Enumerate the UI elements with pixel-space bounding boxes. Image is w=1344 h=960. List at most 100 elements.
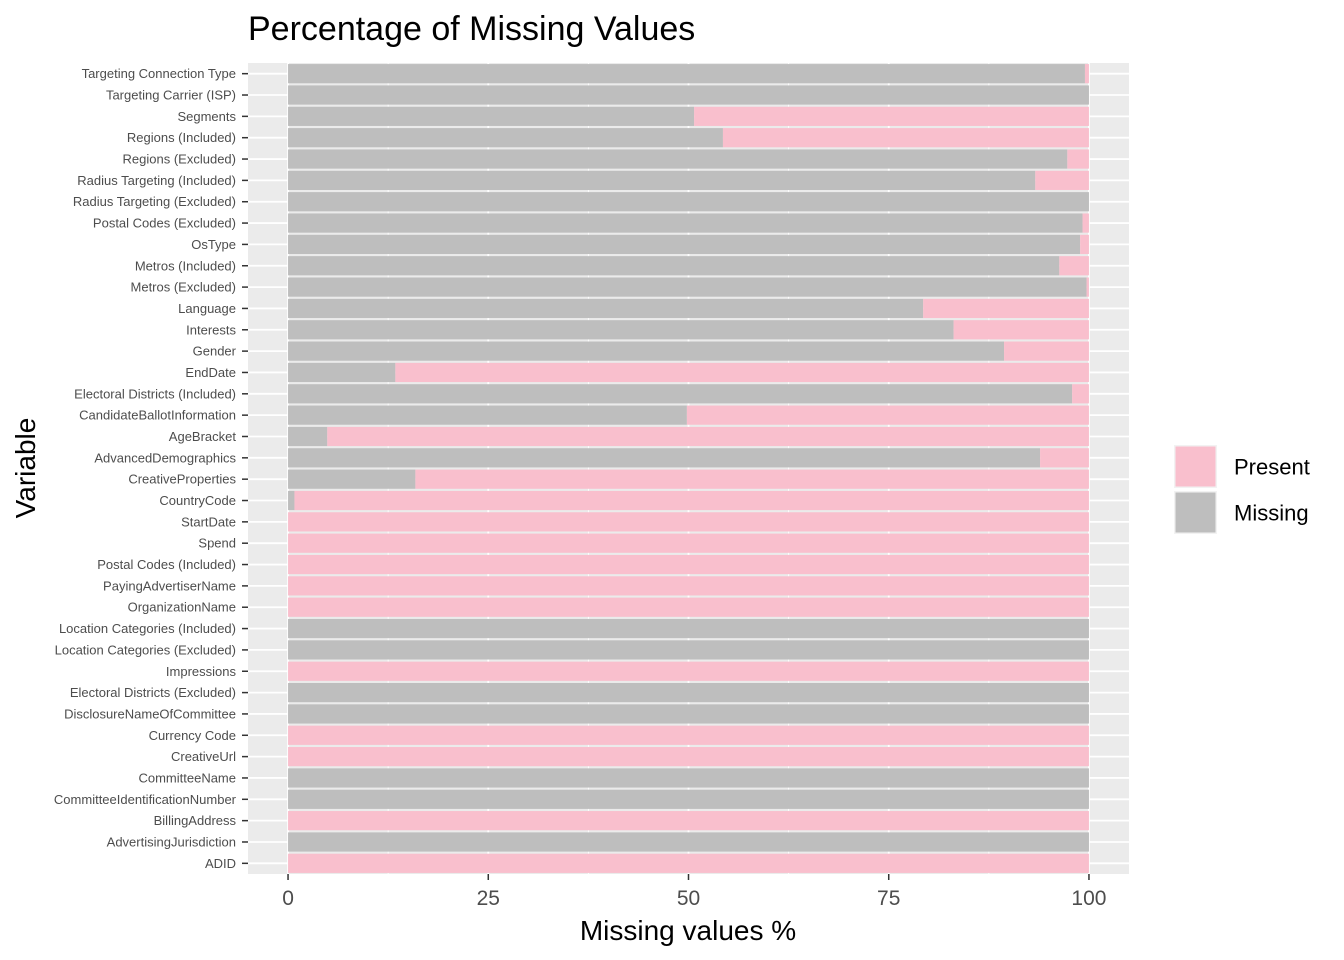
- y-tick-label: CreativeUrl: [171, 749, 236, 764]
- y-tick-label: StartDate: [181, 514, 236, 529]
- y-tick-label: Spend: [198, 536, 236, 551]
- bar-present: [694, 106, 1089, 126]
- bar-missing: [288, 85, 1089, 105]
- y-tick-label: Electoral Districts (Included): [74, 386, 236, 401]
- bar-present: [288, 576, 1089, 596]
- bar-missing: [288, 832, 1089, 852]
- y-tick-label: Location Categories (Included): [59, 621, 236, 636]
- bar-present: [1067, 149, 1089, 169]
- y-tick-label: PayingAdvertiserName: [103, 578, 236, 593]
- bar-present: [294, 490, 1089, 511]
- y-tick-label: Currency Code: [149, 728, 236, 743]
- bar-missing: [288, 426, 328, 447]
- y-tick-label: CommitteeName: [138, 770, 236, 785]
- legend: Present Missing: [1174, 445, 1310, 534]
- x-tick-label: 100: [1071, 887, 1106, 910]
- bar-missing: [288, 704, 1089, 724]
- bar-missing: [288, 618, 1089, 639]
- legend-swatch-present: [1175, 446, 1216, 487]
- x-tick-label: 75: [877, 887, 900, 910]
- bar-present: [1059, 256, 1089, 276]
- bar-present: [288, 725, 1089, 745]
- y-tick-label: OsType: [191, 237, 236, 252]
- bar-missing: [288, 405, 687, 425]
- y-tick-label: Metros (Included): [135, 258, 236, 273]
- bar-present: [288, 747, 1089, 767]
- bar-present: [686, 405, 1089, 425]
- bar-missing: [288, 192, 1089, 212]
- y-tick-label: Postal Codes (Included): [97, 557, 236, 572]
- x-tick-label: 50: [677, 887, 700, 910]
- chart-title: Percentage of Missing Values: [248, 10, 695, 48]
- y-tick-label: CandidateBallotInformation: [79, 408, 236, 423]
- y-tick-label: Metros (Excluded): [131, 280, 236, 295]
- y-tick-label: Postal Codes (Excluded): [93, 216, 236, 231]
- y-tick-label: AgeBracket: [169, 429, 237, 444]
- y-tick-label: OrganizationName: [128, 600, 236, 615]
- y-tick-label: AdvertisingJurisdiction: [107, 834, 236, 849]
- bar-present: [327, 426, 1089, 447]
- bar-missing: [288, 768, 1089, 788]
- y-axis-title: Variable: [10, 418, 41, 519]
- bar-missing: [288, 320, 954, 340]
- bar-present: [395, 362, 1089, 383]
- y-tick-label: Regions (Excluded): [123, 152, 236, 167]
- bar-missing: [288, 149, 1068, 169]
- bar-missing: [288, 490, 295, 511]
- bar-present: [722, 128, 1089, 148]
- bar-present: [1080, 234, 1089, 255]
- bar-missing: [288, 298, 924, 319]
- bar-missing: [288, 448, 1041, 468]
- y-tick-label: Interests: [186, 322, 236, 337]
- bar-missing: [288, 341, 1005, 361]
- bar-present: [923, 298, 1089, 319]
- y-tick-label: BillingAddress: [154, 813, 237, 828]
- bar-missing: [288, 469, 416, 489]
- y-tick-label: AdvancedDemographics: [94, 450, 236, 465]
- y-tick-label: Language: [178, 301, 236, 316]
- bar-present: [288, 554, 1089, 575]
- bar-present: [288, 661, 1089, 681]
- x-axis: 0 25 50 75 100: [282, 874, 1106, 910]
- y-tick-label: Gender: [193, 344, 237, 359]
- bar-present: [1082, 213, 1089, 233]
- y-tick-label: CountryCode: [159, 493, 236, 508]
- bar-missing: [288, 640, 1089, 660]
- bar-present: [288, 597, 1089, 617]
- bar-missing: [288, 384, 1073, 404]
- bar-present: [288, 853, 1089, 873]
- bar-present: [1040, 448, 1089, 468]
- bar-present: [1086, 277, 1089, 297]
- bar-missing: [288, 64, 1085, 84]
- y-tick-label: Impressions: [166, 664, 237, 679]
- bar-missing: [288, 362, 396, 383]
- y-tick-label: Electoral Districts (Excluded): [70, 685, 236, 700]
- y-tick-label: EndDate: [185, 365, 236, 380]
- bar-present: [1084, 64, 1089, 84]
- legend-label-present: Present: [1234, 455, 1310, 480]
- bar-present: [288, 533, 1089, 553]
- x-tick-label: 0: [282, 887, 294, 910]
- bar-present: [415, 469, 1089, 489]
- legend-swatch-missing: [1175, 492, 1216, 533]
- bar-missing: [288, 277, 1087, 297]
- bar-missing: [288, 256, 1060, 276]
- y-tick-label: ADID: [205, 856, 236, 871]
- y-tick-label: Targeting Connection Type: [82, 66, 236, 81]
- bar-present: [288, 512, 1089, 532]
- bar-missing: [288, 234, 1081, 255]
- bar-missing: [288, 682, 1089, 703]
- bar-present: [953, 320, 1089, 340]
- bar-missing: [288, 128, 723, 148]
- y-tick-label: Regions (Included): [127, 130, 236, 145]
- y-tick-label: CreativeProperties: [128, 472, 236, 487]
- y-tick-label: Radius Targeting (Excluded): [73, 194, 236, 209]
- y-tick-label: Radius Targeting (Included): [77, 173, 236, 188]
- bar-present: [288, 811, 1089, 831]
- bar-present: [1072, 384, 1089, 404]
- y-tick-label: Location Categories (Excluded): [55, 642, 236, 657]
- bar-missing: [288, 106, 695, 126]
- y-tick-label: CommitteeIdentificationNumber: [54, 792, 237, 807]
- y-tick-label: DisclosureNameOfCommittee: [64, 706, 236, 721]
